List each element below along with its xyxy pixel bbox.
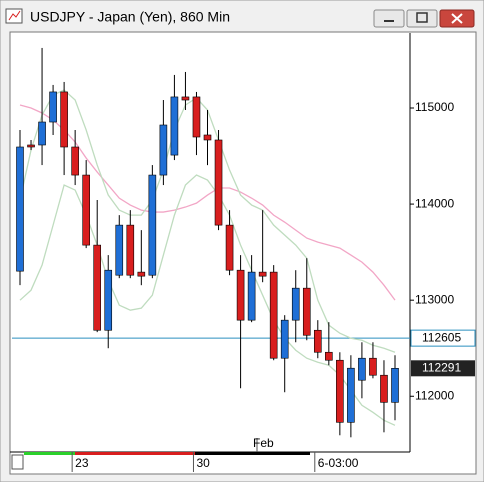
candle-body	[170, 96, 179, 156]
month-label: Feb	[253, 436, 274, 450]
candle-body	[137, 271, 146, 277]
last-price-label: 112291	[422, 360, 461, 374]
candle-body	[291, 287, 300, 321]
x-tick-label: 23	[75, 456, 89, 470]
candle-body	[27, 144, 35, 148]
window-title: USDJPY - Japan (Yen), 860 Min	[30, 9, 230, 25]
candle-body	[391, 368, 399, 403]
x-tick-label: 6-03:00	[318, 456, 359, 470]
candle-body	[269, 271, 278, 359]
candle-body	[60, 91, 68, 148]
candle-body	[214, 139, 223, 226]
close-button[interactable]	[439, 9, 475, 28]
candle-body	[203, 134, 212, 141]
candle-body	[93, 244, 102, 331]
candle-body	[126, 224, 135, 276]
session-bar	[24, 452, 75, 455]
candle-body	[380, 374, 388, 403]
candle-body	[38, 121, 46, 146]
candle-body	[358, 357, 366, 381]
candle-body	[336, 359, 344, 423]
candle-body	[49, 91, 57, 123]
candle-body	[104, 269, 113, 331]
price-box	[410, 329, 476, 347]
candle-body	[258, 271, 267, 277]
candle-body	[115, 224, 124, 276]
scroll-box[interactable]	[11, 454, 24, 470]
y-tick-label: 115000	[415, 100, 454, 114]
last-price-box	[411, 360, 475, 377]
candle-body	[181, 96, 190, 101]
candle-body	[16, 146, 24, 272]
maximize-button[interactable]	[406, 9, 438, 28]
minimize-button[interactable]	[373, 9, 405, 28]
candle-body	[313, 329, 322, 353]
session-bar	[195, 452, 310, 455]
indicator-line	[19, 104, 396, 301]
candle-body	[192, 96, 201, 138]
chart-area	[9, 31, 477, 475]
x-tick-label: 30	[196, 456, 210, 470]
y-tick-label: 112000	[415, 388, 454, 402]
price-label: 112605	[422, 330, 461, 344]
candle-body	[225, 224, 234, 271]
candle-body	[82, 174, 90, 246]
app-icon	[5, 8, 23, 24]
candle-body	[369, 357, 377, 376]
candle-body	[236, 269, 245, 321]
candle-body	[325, 351, 333, 361]
candle-body	[347, 367, 355, 423]
app-icon-glyph	[8, 10, 21, 21]
candle-body	[247, 271, 256, 321]
y-tick-label: 114000	[415, 196, 454, 210]
candle-body	[71, 146, 79, 176]
candle-body	[280, 319, 289, 359]
candle-body	[148, 174, 157, 276]
candle-body	[159, 124, 168, 176]
session-bar	[75, 452, 195, 455]
candle-body	[302, 287, 311, 336]
y-tick-label: 113000	[415, 292, 454, 306]
